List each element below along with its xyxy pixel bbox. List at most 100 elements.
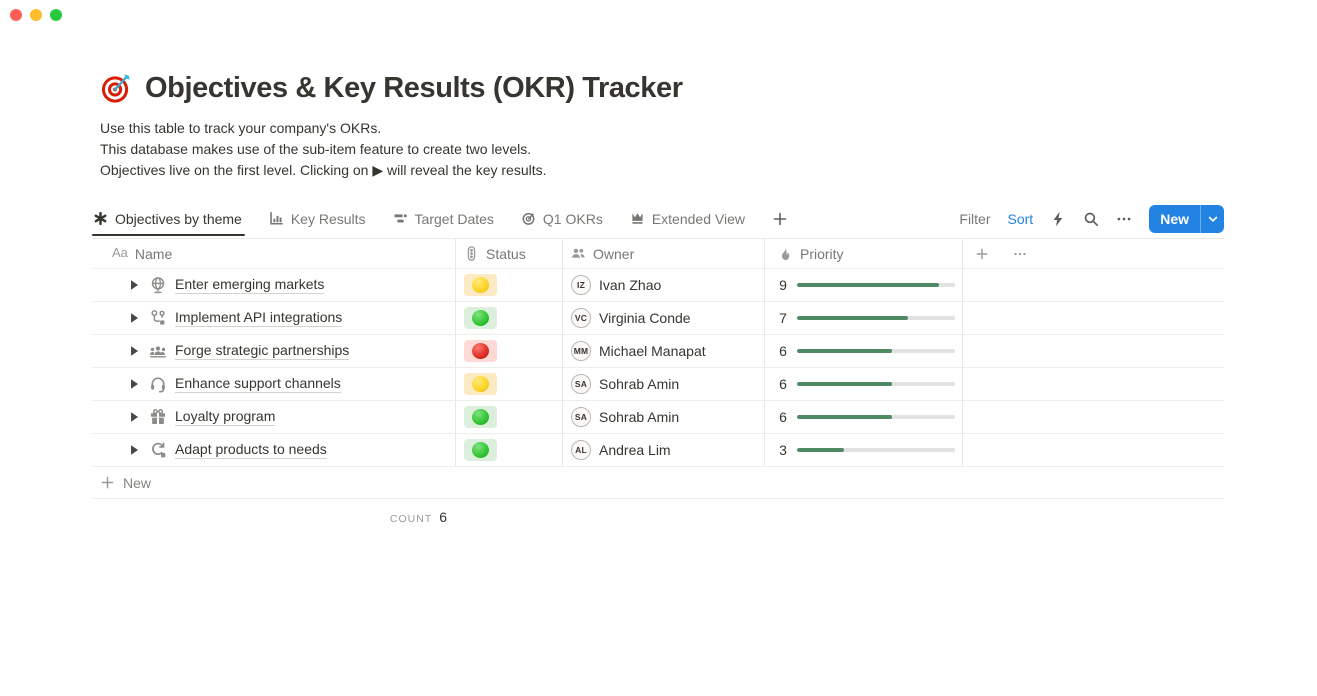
row-name[interactable]: Enhance support channels [175, 375, 341, 393]
add-view-button[interactable] [772, 211, 788, 227]
sort-button[interactable]: Sort [1007, 210, 1034, 227]
status-cell[interactable] [456, 401, 563, 433]
timeline-view-icon [393, 211, 408, 226]
search-icon[interactable] [1083, 211, 1099, 227]
status-yellow-tag [464, 373, 497, 395]
column-header-status[interactable]: Status [456, 239, 563, 268]
row-name[interactable]: Adapt products to needs [175, 441, 327, 459]
avatar: IZ [571, 275, 591, 295]
priority-value: 6 [779, 343, 787, 359]
row-expand-toggle[interactable] [127, 311, 141, 325]
status-cell[interactable] [456, 434, 563, 466]
column-header-name[interactable]: Aa Name [93, 239, 456, 268]
view-tabs: Objectives by theme Key Results Target Dat… [92, 202, 772, 236]
okr-table: Aa Name Status Owner Priority [93, 238, 1224, 535]
description-line: Use this table to track your company's O… [100, 120, 382, 136]
tab-extended-view[interactable]: Extended View [630, 202, 745, 235]
row-name[interactable]: Enter emerging markets [175, 276, 325, 294]
priority-cell[interactable]: 6 [765, 368, 963, 400]
status-circle-icon [472, 310, 489, 326]
row-expand-toggle[interactable] [127, 410, 141, 424]
owner-cell[interactable]: SA Sohrab Amin [563, 368, 765, 400]
tab-objectives-by-theme[interactable]: Objectives by theme [92, 202, 245, 236]
status-cell[interactable] [456, 302, 563, 334]
priority-progress-bar [797, 316, 955, 320]
table-row[interactable]: Enter emerging markets IZ Ivan Zhao 9 [93, 269, 1224, 302]
owner-cell[interactable]: VC Virginia Conde [563, 302, 765, 334]
status-circle-icon [472, 376, 489, 392]
status-cell[interactable] [456, 269, 563, 301]
dartboard-page-icon [100, 72, 133, 105]
page-description: Use this table to track your company's O… [93, 118, 1224, 181]
table-row[interactable]: Adapt products to needs AL Andrea Lim 3 [93, 434, 1224, 467]
column-header-priority[interactable]: Priority [765, 239, 963, 268]
headset-icon [149, 375, 167, 393]
priority-cell[interactable]: 3 [765, 434, 963, 466]
description-line: Objectives live on the first level. Clic… [100, 162, 547, 178]
new-button-label[interactable]: New [1160, 210, 1189, 227]
target-view-icon [521, 211, 536, 226]
status-cell[interactable] [456, 335, 563, 367]
chevron-down-icon[interactable] [1201, 205, 1224, 233]
tab-q1-okrs[interactable]: Q1 OKRs [521, 202, 603, 235]
table-row[interactable]: Enhance support channels SA Sohrab Amin 6 [93, 368, 1224, 401]
priority-cell[interactable]: 6 [765, 335, 963, 367]
filter-button[interactable]: Filter [959, 210, 991, 227]
avatar: MM [571, 341, 591, 361]
bolt-icon[interactable] [1050, 211, 1066, 227]
table-row[interactable]: Forge strategic partnerships MM Michael Ma… [93, 335, 1224, 368]
zoom-window-button[interactable] [50, 9, 62, 21]
owner-name: Sohrab Amin [599, 376, 680, 392]
table-row[interactable]: Implement API integrations VC Virginia Con… [93, 302, 1224, 335]
priority-cell[interactable]: 7 [765, 302, 963, 334]
priority-cell[interactable]: 9 [765, 269, 963, 301]
owner-cell[interactable]: IZ Ivan Zhao [563, 269, 765, 301]
partnership-icon [149, 342, 167, 360]
priority-cell[interactable]: 6 [765, 401, 963, 433]
workflow-icon [149, 309, 167, 327]
row-name[interactable]: Loyalty program [175, 408, 276, 426]
table-footer: COUNT 6 [93, 499, 1224, 535]
tab-label: Extended View [651, 210, 745, 227]
close-window-button[interactable] [10, 9, 22, 21]
new-button[interactable]: New [1149, 204, 1224, 233]
empty-cell [963, 368, 1224, 400]
minimize-window-button[interactable] [30, 9, 42, 21]
new-row-button[interactable]: New [93, 467, 1224, 499]
priority-value: 9 [779, 277, 787, 293]
row-name[interactable]: Forge strategic partnerships [175, 342, 350, 360]
avatar: SA [571, 407, 591, 427]
traffic-light-icon [464, 246, 479, 261]
add-column-button[interactable] [975, 247, 989, 261]
ellipsis-icon[interactable] [1116, 211, 1132, 227]
owner-cell[interactable]: AL Andrea Lim [563, 434, 765, 466]
row-expand-toggle[interactable] [127, 344, 141, 358]
owner-cell[interactable]: MM Michael Manapat [563, 335, 765, 367]
row-expand-toggle[interactable] [127, 377, 141, 391]
owner-name: Sohrab Amin [599, 409, 680, 425]
row-expand-toggle[interactable] [127, 443, 141, 457]
empty-cell [963, 401, 1224, 433]
crown-view-icon [630, 211, 645, 226]
tab-key-results[interactable]: Key Results [269, 202, 366, 235]
status-green-tag [464, 439, 497, 461]
column-header-owner[interactable]: Owner [563, 239, 765, 268]
table-row[interactable]: Loyalty program SA Sohrab Amin 6 [93, 401, 1224, 434]
row-name[interactable]: Implement API integrations [175, 309, 343, 327]
row-expand-toggle[interactable] [127, 278, 141, 292]
tab-label: Objectives by theme [115, 210, 242, 227]
status-circle-icon [472, 442, 489, 458]
asterisk-view-icon [93, 211, 108, 226]
count-calculation[interactable]: COUNT 6 [389, 509, 447, 525]
owner-cell[interactable]: SA Sohrab Amin [563, 401, 765, 433]
owner-name: Ivan Zhao [599, 277, 662, 293]
people-icon [571, 246, 586, 261]
table-options-icon[interactable] [1013, 247, 1027, 261]
tab-target-dates[interactable]: Target Dates [393, 202, 494, 235]
tab-label: Target Dates [414, 210, 494, 227]
chart-view-icon [269, 211, 284, 226]
status-green-tag [464, 307, 497, 329]
priority-value: 6 [779, 376, 787, 392]
priority-value: 6 [779, 409, 787, 425]
status-cell[interactable] [456, 368, 563, 400]
